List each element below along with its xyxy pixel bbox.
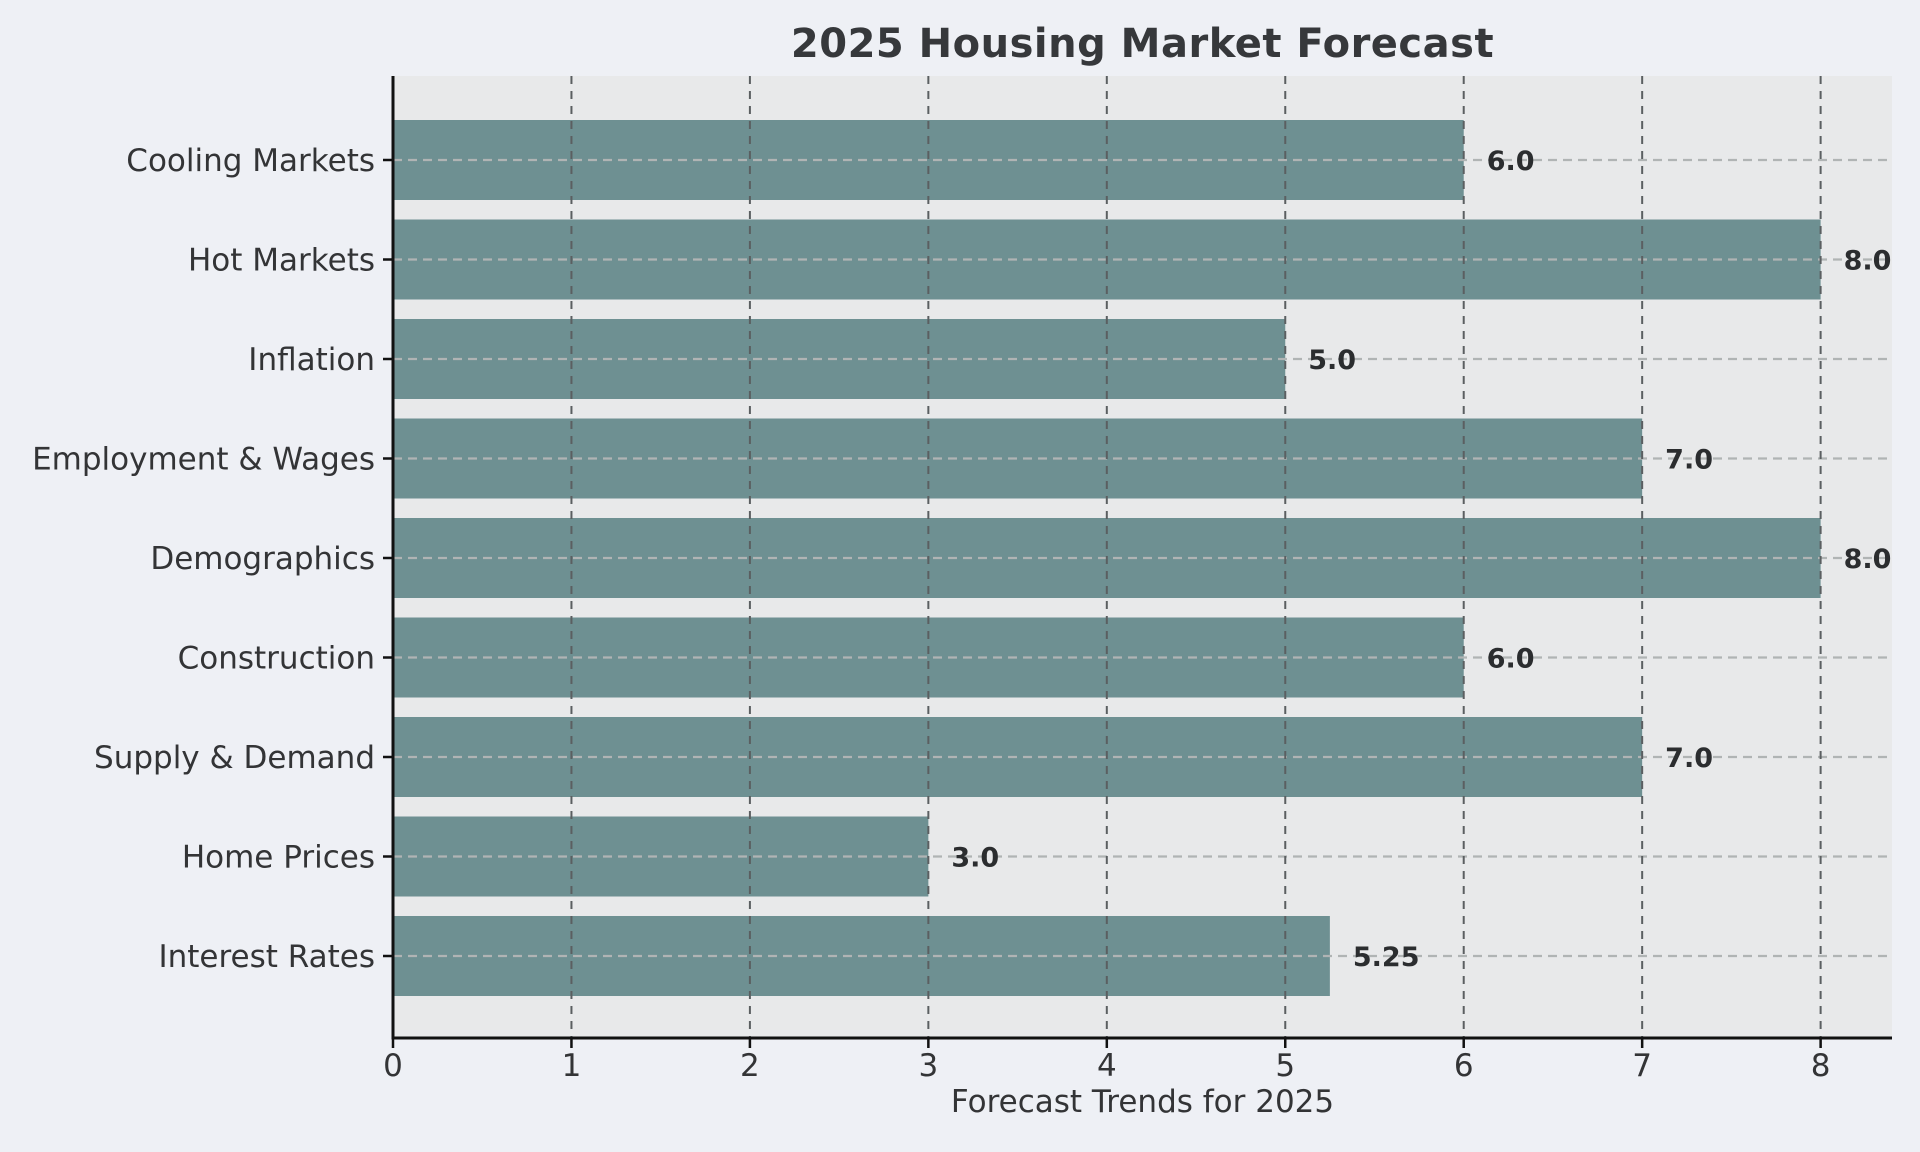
y-axis-category-label: Home Prices bbox=[182, 840, 375, 876]
x-tick-label: 8 bbox=[1811, 1048, 1831, 1084]
bar-7 bbox=[393, 816, 929, 897]
y-axis-category-label: Supply & Demand bbox=[94, 740, 375, 776]
x-tick-label: 6 bbox=[1454, 1048, 1474, 1084]
y-axis-category-label: Employment & Wages bbox=[32, 442, 375, 478]
x-tick-label: 0 bbox=[383, 1048, 403, 1084]
x-tick-label: 1 bbox=[562, 1048, 582, 1084]
bar-value-label: 8.0 bbox=[1844, 246, 1892, 277]
bar-value-label: 6.0 bbox=[1487, 644, 1535, 675]
chart-title: 2025 Housing Market Forecast bbox=[790, 21, 1495, 67]
bar-value-label: 7.0 bbox=[1665, 445, 1713, 476]
bar-value-label: 8.0 bbox=[1844, 544, 1892, 575]
bar-value-label: 5.0 bbox=[1308, 345, 1356, 376]
x-tick-label: 5 bbox=[1275, 1048, 1295, 1084]
y-axis-category-label: Demographics bbox=[150, 541, 375, 577]
x-axis-label: Forecast Trends for 2025 bbox=[950, 1084, 1335, 1120]
bar-value-label: 6.0 bbox=[1487, 146, 1535, 177]
bar-value-label: 7.0 bbox=[1665, 743, 1713, 774]
x-tick-label: 3 bbox=[918, 1048, 938, 1084]
y-axis-category-label: Hot Markets bbox=[188, 243, 375, 279]
x-tick-label: 4 bbox=[1097, 1048, 1117, 1084]
bar-value-label: 5.25 bbox=[1353, 942, 1420, 973]
bar-value-label: 3.0 bbox=[951, 843, 999, 874]
y-axis-category-label: Cooling Markets bbox=[126, 143, 375, 179]
y-axis-category-label: Construction bbox=[178, 641, 375, 677]
x-tick-label: 7 bbox=[1632, 1048, 1652, 1084]
x-tick-label: 2 bbox=[740, 1048, 760, 1084]
bar-5 bbox=[393, 617, 1464, 698]
y-axis-category-label: Inflation bbox=[248, 342, 375, 378]
y-axis-category-label: Interest Rates bbox=[158, 939, 375, 975]
